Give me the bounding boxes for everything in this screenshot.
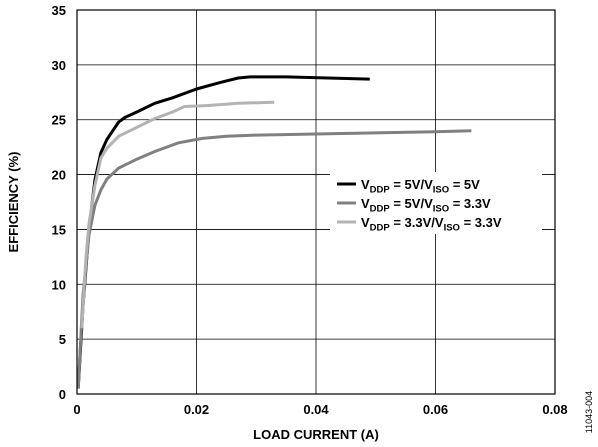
y-tick-label: 20	[52, 168, 66, 183]
x-tick-label: 0	[73, 402, 80, 417]
y-tick-labels: 0 5 10 15 20 25 30 35	[52, 3, 66, 402]
x-tick-label: 0.06	[423, 402, 448, 417]
y-tick-label: 25	[52, 113, 66, 128]
x-tick-label: 0.02	[184, 402, 209, 417]
legend-label-2: VDDP = 5V/VISO = 3.3V	[361, 196, 491, 215]
legend-background	[330, 172, 542, 234]
figure-code: 11043-004	[584, 391, 594, 433]
series-line-2	[76, 129, 472, 389]
y-tick-label: 10	[52, 277, 66, 292]
x-axis-label: LOAD CURRENT (A)	[253, 427, 379, 442]
series-layer	[76, 75, 472, 389]
plot-frame	[76, 9, 556, 395]
series-line-1	[76, 75, 370, 389]
y-axis-label: EFFICIENCY (%)	[6, 152, 21, 253]
y-tick-label: 30	[52, 58, 66, 73]
y-tick-label: 5	[59, 332, 66, 347]
x-tick-labels: 0 0.02 0.04 0.06 0.08	[73, 402, 567, 417]
y-tick-label: 15	[52, 222, 66, 237]
series-line-3	[80, 100, 275, 329]
y-tick-label: 0	[59, 387, 66, 402]
legend-label-3: VDDP = 3.3V/VISO = 3.3V	[361, 215, 502, 234]
x-tick-label: 0.08	[542, 402, 567, 417]
y-tick-label: 35	[52, 3, 66, 18]
legend-label-1: VDDP = 5V/VISO = 5V	[361, 177, 480, 196]
x-tick-label: 0.04	[303, 402, 329, 417]
